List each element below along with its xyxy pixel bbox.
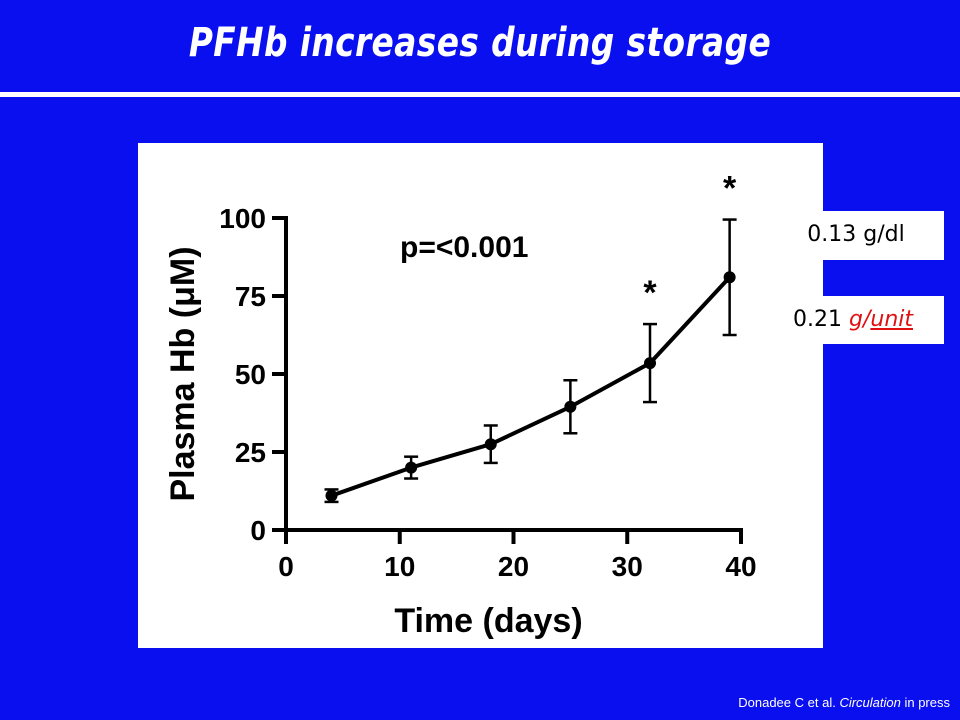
chart-panel: 0 25 50 75 100 0 10 20 30 40 Time (days) Plasma Hb … xyxy=(138,143,823,648)
callout-g-per-unit: 0.21 g/unit xyxy=(762,296,944,344)
data-point xyxy=(325,489,338,502)
callout-unit-g: g/ xyxy=(848,307,871,332)
data-point xyxy=(484,438,497,451)
callout-unit-value: 0.21 xyxy=(793,307,849,332)
slide-title: PFHb increases during storage xyxy=(188,20,772,66)
data-point xyxy=(564,400,577,413)
x-tick-label: 10 xyxy=(384,551,415,582)
x-tick-label: 30 xyxy=(612,551,643,582)
y-tick-label: 100 xyxy=(219,203,266,234)
title-divider xyxy=(0,92,960,97)
citation: Donadee C et al. Circulation in press xyxy=(738,695,950,710)
y-tick-label: 25 xyxy=(235,437,266,468)
x-tick-label: 40 xyxy=(725,551,756,582)
data-point xyxy=(723,271,736,284)
data-point xyxy=(405,461,418,474)
series-line xyxy=(330,275,732,498)
data-point xyxy=(644,357,656,370)
y-axis-label: Plasma Hb (μM) xyxy=(164,246,202,501)
y-tick-label: 50 xyxy=(235,359,266,390)
x-axis-label: Time (days) xyxy=(394,602,582,640)
callout-unit-word: unit xyxy=(870,307,913,332)
significance-marker: * xyxy=(723,170,737,208)
x-tick-label: 20 xyxy=(498,551,529,582)
y-tick-label: 75 xyxy=(235,281,266,312)
p-value-annotation: p=<0.001 xyxy=(400,231,528,264)
callout-unit-label: g/unit xyxy=(849,307,913,332)
x-tick-label: 0 xyxy=(278,551,294,582)
citation-authors: Donadee C et al. xyxy=(738,695,840,710)
plasma-hb-chart: 0 25 50 75 100 0 10 20 30 40 Time (days) Plasma Hb … xyxy=(164,170,757,640)
callout-g-per-dl: 0.13 g/dl xyxy=(768,211,944,260)
y-tick-label: 0 xyxy=(250,515,266,546)
citation-status: in press xyxy=(900,695,950,710)
significance-marker: * xyxy=(643,274,657,312)
citation-journal: Circulation xyxy=(839,695,901,710)
